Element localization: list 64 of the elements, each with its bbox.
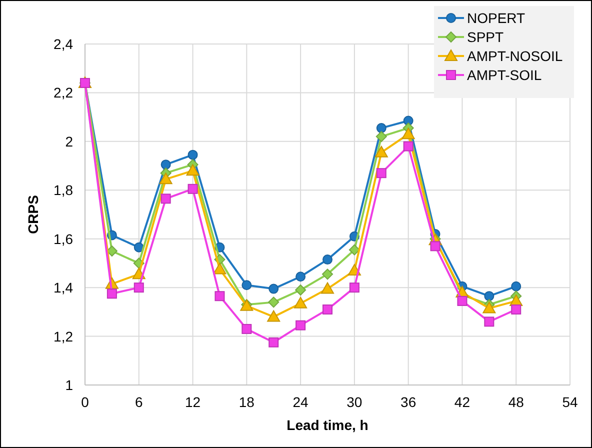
x-tick-label: 6 (134, 394, 143, 410)
point (268, 296, 280, 308)
x-axis-title: Lead time, h (286, 417, 368, 433)
point (322, 268, 333, 280)
y-tick-label: 1,8 (54, 182, 74, 198)
x-tick-label: 24 (292, 394, 309, 410)
x-tick-label: 30 (346, 394, 362, 410)
point (376, 168, 386, 178)
point (268, 337, 279, 348)
point (322, 304, 332, 314)
y-tick-label: 1,4 (54, 280, 74, 296)
x-tick-label: 42 (454, 394, 470, 410)
point (295, 284, 306, 296)
point (402, 128, 415, 140)
point (214, 291, 225, 302)
y-tick-label: 2,2 (54, 84, 74, 101)
y-tick-label: 2,4 (54, 36, 74, 52)
point (349, 282, 360, 293)
point (213, 262, 226, 274)
legend-label: AMPT-SOIL (467, 67, 542, 83)
x-tick-label: 48 (508, 394, 524, 410)
point (511, 281, 522, 292)
point (242, 280, 252, 290)
point (348, 244, 360, 256)
point (242, 324, 252, 334)
y-tick-label: 2 (65, 133, 74, 150)
point (160, 194, 171, 204)
point (160, 160, 171, 170)
y-tick-label: 1,2 (54, 328, 74, 344)
point (188, 184, 198, 194)
point (482, 302, 496, 314)
point (403, 141, 414, 152)
point (321, 282, 334, 294)
x-tick-label: 54 (562, 394, 578, 410)
point (296, 272, 306, 282)
point (159, 172, 172, 184)
x-tick-label: 0 (81, 394, 90, 410)
x-tick-label: 36 (400, 394, 416, 410)
legend-label: AMPT-NOSOIL (467, 48, 563, 64)
point (294, 296, 308, 308)
point (268, 284, 279, 294)
point (188, 150, 198, 160)
point (484, 291, 494, 302)
point (374, 146, 388, 158)
x-tick-label: 12 (184, 394, 201, 410)
point (511, 304, 522, 314)
y-tick-label: 1 (65, 377, 74, 393)
point (296, 320, 306, 330)
point (134, 282, 144, 293)
point (106, 288, 117, 299)
point (457, 296, 468, 306)
point (376, 123, 386, 134)
point (322, 254, 332, 265)
point (430, 241, 440, 252)
y-tick-label: 1,6 (54, 230, 74, 247)
y-axis-title: CRPS (25, 195, 41, 234)
point (134, 242, 144, 252)
point (484, 316, 494, 327)
x-tick-label: 18 (238, 394, 255, 410)
point (376, 131, 387, 142)
point (186, 164, 200, 176)
point (267, 310, 280, 322)
legend-label: NOPERT (467, 10, 526, 26)
legend-label: SPPT (467, 29, 504, 45)
